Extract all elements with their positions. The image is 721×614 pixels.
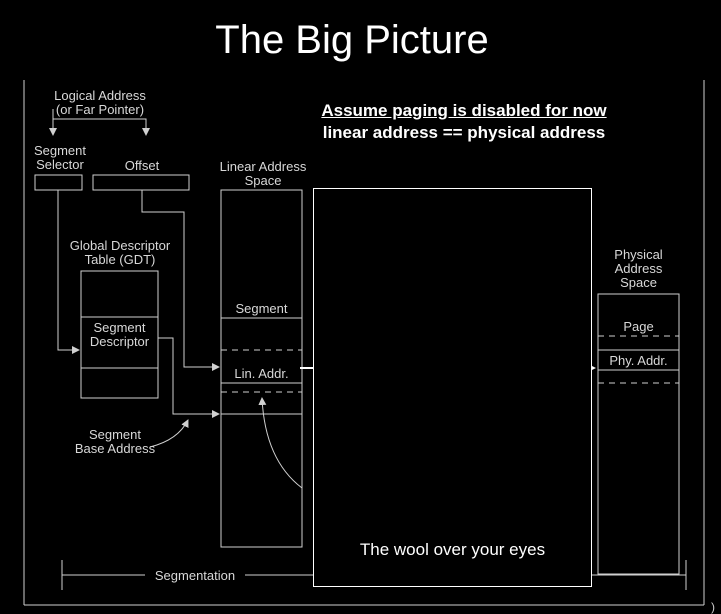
offset-label: Offset xyxy=(124,158,160,173)
logical-address-arrows xyxy=(49,109,150,136)
page-label: Page xyxy=(623,319,654,334)
segment-selector-label: Segment Selector xyxy=(33,143,87,172)
gdt-table xyxy=(80,270,159,399)
linear-space-label: Linear Address Space xyxy=(219,159,307,188)
segment-descriptor-label: Segment Descriptor xyxy=(89,320,150,349)
flow-arrows xyxy=(57,190,303,489)
segmentation-span xyxy=(61,560,687,590)
physical-address-space xyxy=(597,293,680,575)
segment-selector-box xyxy=(34,174,83,191)
paging-disabled-note: Assume paging is disabled for now xyxy=(321,101,607,120)
outer-frame xyxy=(23,80,705,606)
logical-address-label: Logical Address (or Far Pointer) xyxy=(54,88,146,117)
segment-base-label: Segment Base Address xyxy=(74,427,156,456)
address-equivalence-note: linear address == physical address xyxy=(322,123,606,142)
segmentation-label: Segmentation xyxy=(154,568,236,583)
offset-box xyxy=(92,174,190,191)
overlay-caption: The wool over your eyes xyxy=(359,540,546,559)
overlay-box: The wool over your eyes xyxy=(313,188,592,587)
gdt-label: Global Descriptor Table (GDT) xyxy=(69,238,171,267)
phy-addr-label: Phy. Addr. xyxy=(609,353,668,368)
slide-title: The Big Picture xyxy=(215,18,489,62)
segment-label: Segment xyxy=(235,301,288,316)
lin-addr-label: Lin. Addr. xyxy=(234,366,289,381)
physical-space-label: Physical Address Space xyxy=(614,247,663,290)
edge-mark: ) xyxy=(711,600,715,614)
